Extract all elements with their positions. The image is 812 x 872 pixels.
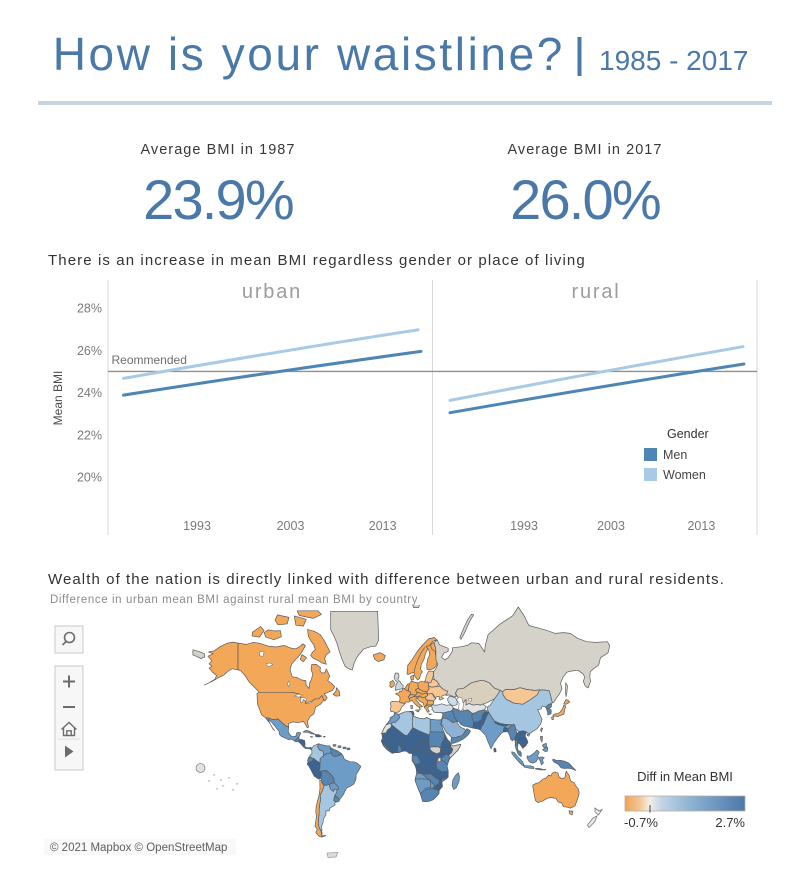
svg-text:© 2021 Mapbox © OpenStreetMap: © 2021 Mapbox © OpenStreetMap xyxy=(50,842,227,854)
svg-text:2003: 2003 xyxy=(597,519,625,533)
svg-text:Diff in Mean BMI: Diff in Mean BMI xyxy=(637,769,733,784)
svg-text:There is an increase in mean B: There is an increase in mean BMI regardl… xyxy=(48,252,586,269)
svg-text:How is your waistline?: How is your waistline? xyxy=(53,28,565,80)
svg-text:Mean BMI: Mean BMI xyxy=(51,371,65,426)
svg-text:1993: 1993 xyxy=(183,519,211,533)
svg-text:Reommended: Reommended xyxy=(112,353,187,367)
svg-text:2.7%: 2.7% xyxy=(715,815,745,830)
svg-text:Men: Men xyxy=(663,448,687,462)
svg-text:22%: 22% xyxy=(77,428,102,442)
svg-text:20%: 20% xyxy=(77,471,102,485)
svg-text:Average BMI in 2017: Average BMI in 2017 xyxy=(507,142,662,158)
svg-text:26.0%: 26.0% xyxy=(510,168,660,231)
svg-text:2013: 2013 xyxy=(687,519,715,533)
svg-text:1993: 1993 xyxy=(510,519,538,533)
svg-text:Wealth of the nation is direct: Wealth of the nation is directly linked … xyxy=(48,571,725,588)
svg-text:rural: rural xyxy=(571,281,620,303)
svg-text:26%: 26% xyxy=(77,344,102,358)
svg-text:2013: 2013 xyxy=(369,519,397,533)
svg-text:2003: 2003 xyxy=(277,519,305,533)
svg-text:-0.7%: -0.7% xyxy=(624,815,658,830)
svg-text:24%: 24% xyxy=(77,386,102,400)
svg-text:1985 - 2017: 1985 - 2017 xyxy=(599,45,748,76)
svg-text:urban: urban xyxy=(242,281,302,303)
svg-text:Difference in urban mean BMI a: Difference in urban mean BMI against rur… xyxy=(50,594,418,606)
svg-text:23.9%: 23.9% xyxy=(143,168,293,231)
svg-text:Average BMI in 1987: Average BMI in 1987 xyxy=(140,142,295,158)
svg-text:28%: 28% xyxy=(77,302,102,316)
svg-text:Women: Women xyxy=(663,468,706,482)
svg-text:Gender: Gender xyxy=(667,427,709,441)
